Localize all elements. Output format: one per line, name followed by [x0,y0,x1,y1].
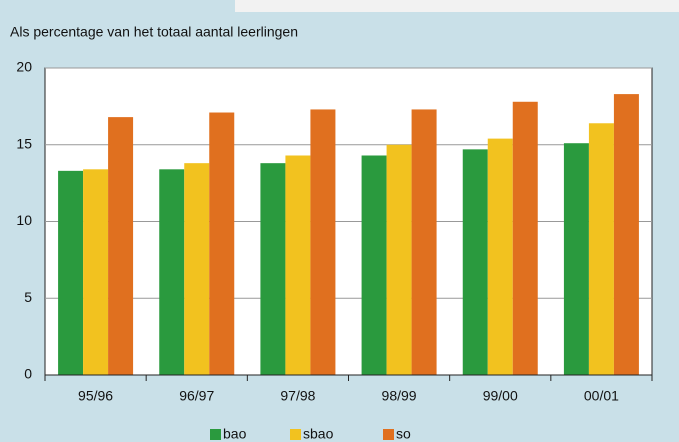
bar [83,169,109,375]
bar [487,138,513,375]
legend-label: sbao [303,426,334,442]
bar [285,155,311,375]
x-tick-label: 00/01 [584,388,619,404]
x-tick-label: 95/96 [78,388,113,404]
legend-swatch [383,429,394,440]
legend-label: so [396,426,411,442]
bar [209,112,235,375]
y-tick-label: 10 [16,212,32,228]
bar [411,109,437,375]
y-tick-label: 5 [24,289,32,305]
bar [184,163,210,375]
header-box [235,0,679,12]
bar [512,101,538,376]
bar [613,94,639,375]
bar [588,123,614,375]
bar [310,109,336,375]
bar [58,170,84,375]
x-tick-label: 96/97 [179,388,214,404]
bar [386,144,412,375]
legend-label: bao [223,426,247,442]
bar [108,117,134,376]
bar [159,169,185,375]
legend-swatch [290,429,301,440]
y-tick-label: 0 [24,366,32,382]
x-tick-label: 99/00 [483,388,518,404]
bar [361,155,387,375]
y-tick-label: 20 [16,59,32,75]
y-tick-label: 15 [16,135,32,151]
x-tick-label: 97/98 [280,388,315,404]
bar [260,163,286,375]
bar [462,149,488,375]
bar [563,143,589,375]
chart-subtitle: Als percentage van het totaal aantal lee… [10,24,298,40]
x-tick-label: 98/99 [382,388,417,404]
legend-swatch [210,429,221,440]
